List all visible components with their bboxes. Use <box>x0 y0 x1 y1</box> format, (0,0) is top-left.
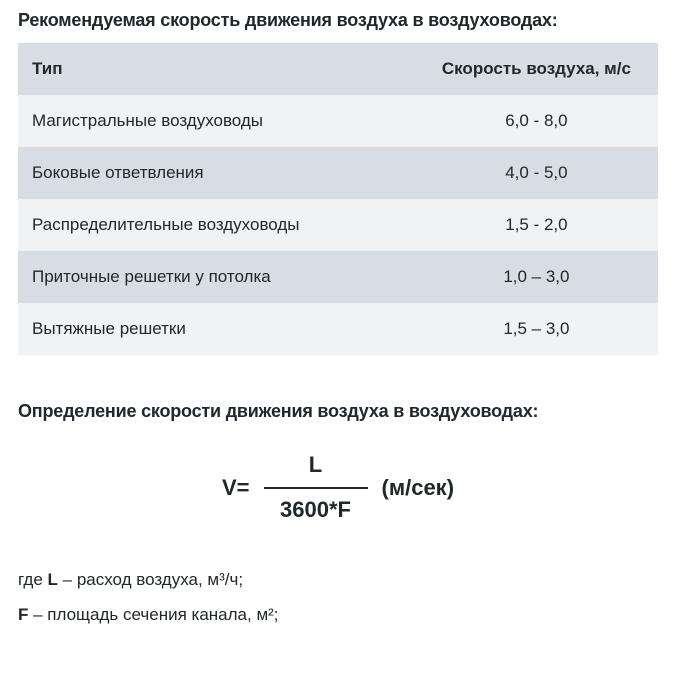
cell-type: Вытяжные решетки <box>18 303 415 355</box>
header-type: Тип <box>18 43 415 95</box>
header-speed: Скорость воздуха, м/с <box>415 43 658 95</box>
legend-var-l: L <box>48 570 58 589</box>
cell-speed: 4,0 - 5,0 <box>415 147 658 199</box>
cell-type: Боковые ответвления <box>18 147 415 199</box>
formula-lhs: V= <box>222 475 250 501</box>
fraction-line <box>264 487 368 489</box>
table-row: Распределительные воздуховоды 1,5 - 2,0 <box>18 199 658 251</box>
formula: V= L 3600*F (м/сек) <box>18 450 658 526</box>
legend-line-1: где L – расход воздуха, м³/ч; <box>18 566 658 593</box>
table-header-row: Тип Скорость воздуха, м/с <box>18 43 658 95</box>
cell-speed: 1,5 - 2,0 <box>415 199 658 251</box>
formula-section-title: Определение скорости движения воздуха в … <box>18 401 658 422</box>
cell-type: Магистральные воздуховоды <box>18 95 415 147</box>
formula-fraction: L 3600*F <box>264 450 368 526</box>
speed-table: Тип Скорость воздуха, м/с Магистральные … <box>18 43 658 355</box>
legend-prefix: где <box>18 570 48 589</box>
table-title: Рекомендуемая скорость движения воздуха … <box>18 10 658 31</box>
cell-speed: 1,0 – 3,0 <box>415 251 658 303</box>
table-row: Боковые ответвления 4,0 - 5,0 <box>18 147 658 199</box>
legend-rest-1: – расход воздуха, м³/ч; <box>58 570 243 589</box>
cell-speed: 6,0 - 8,0 <box>415 95 658 147</box>
legend-line-2: F – площадь сечения канала, м²; <box>18 601 658 628</box>
cell-type: Приточные решетки у потолка <box>18 251 415 303</box>
cell-speed: 1,5 – 3,0 <box>415 303 658 355</box>
table-row: Вытяжные решетки 1,5 – 3,0 <box>18 303 658 355</box>
formula-numerator: L <box>309 450 322 481</box>
legend-var-f: F <box>18 605 28 624</box>
legend-rest-2: – площадь сечения канала, м²; <box>28 605 278 624</box>
cell-type: Распределительные воздуховоды <box>18 199 415 251</box>
formula-unit: (м/сек) <box>382 475 455 501</box>
table-row: Приточные решетки у потолка 1,0 – 3,0 <box>18 251 658 303</box>
formula-denominator: 3600*F <box>280 495 351 526</box>
legend: где L – расход воздуха, м³/ч; F – площад… <box>18 566 658 628</box>
table-row: Магистральные воздуховоды 6,0 - 8,0 <box>18 95 658 147</box>
